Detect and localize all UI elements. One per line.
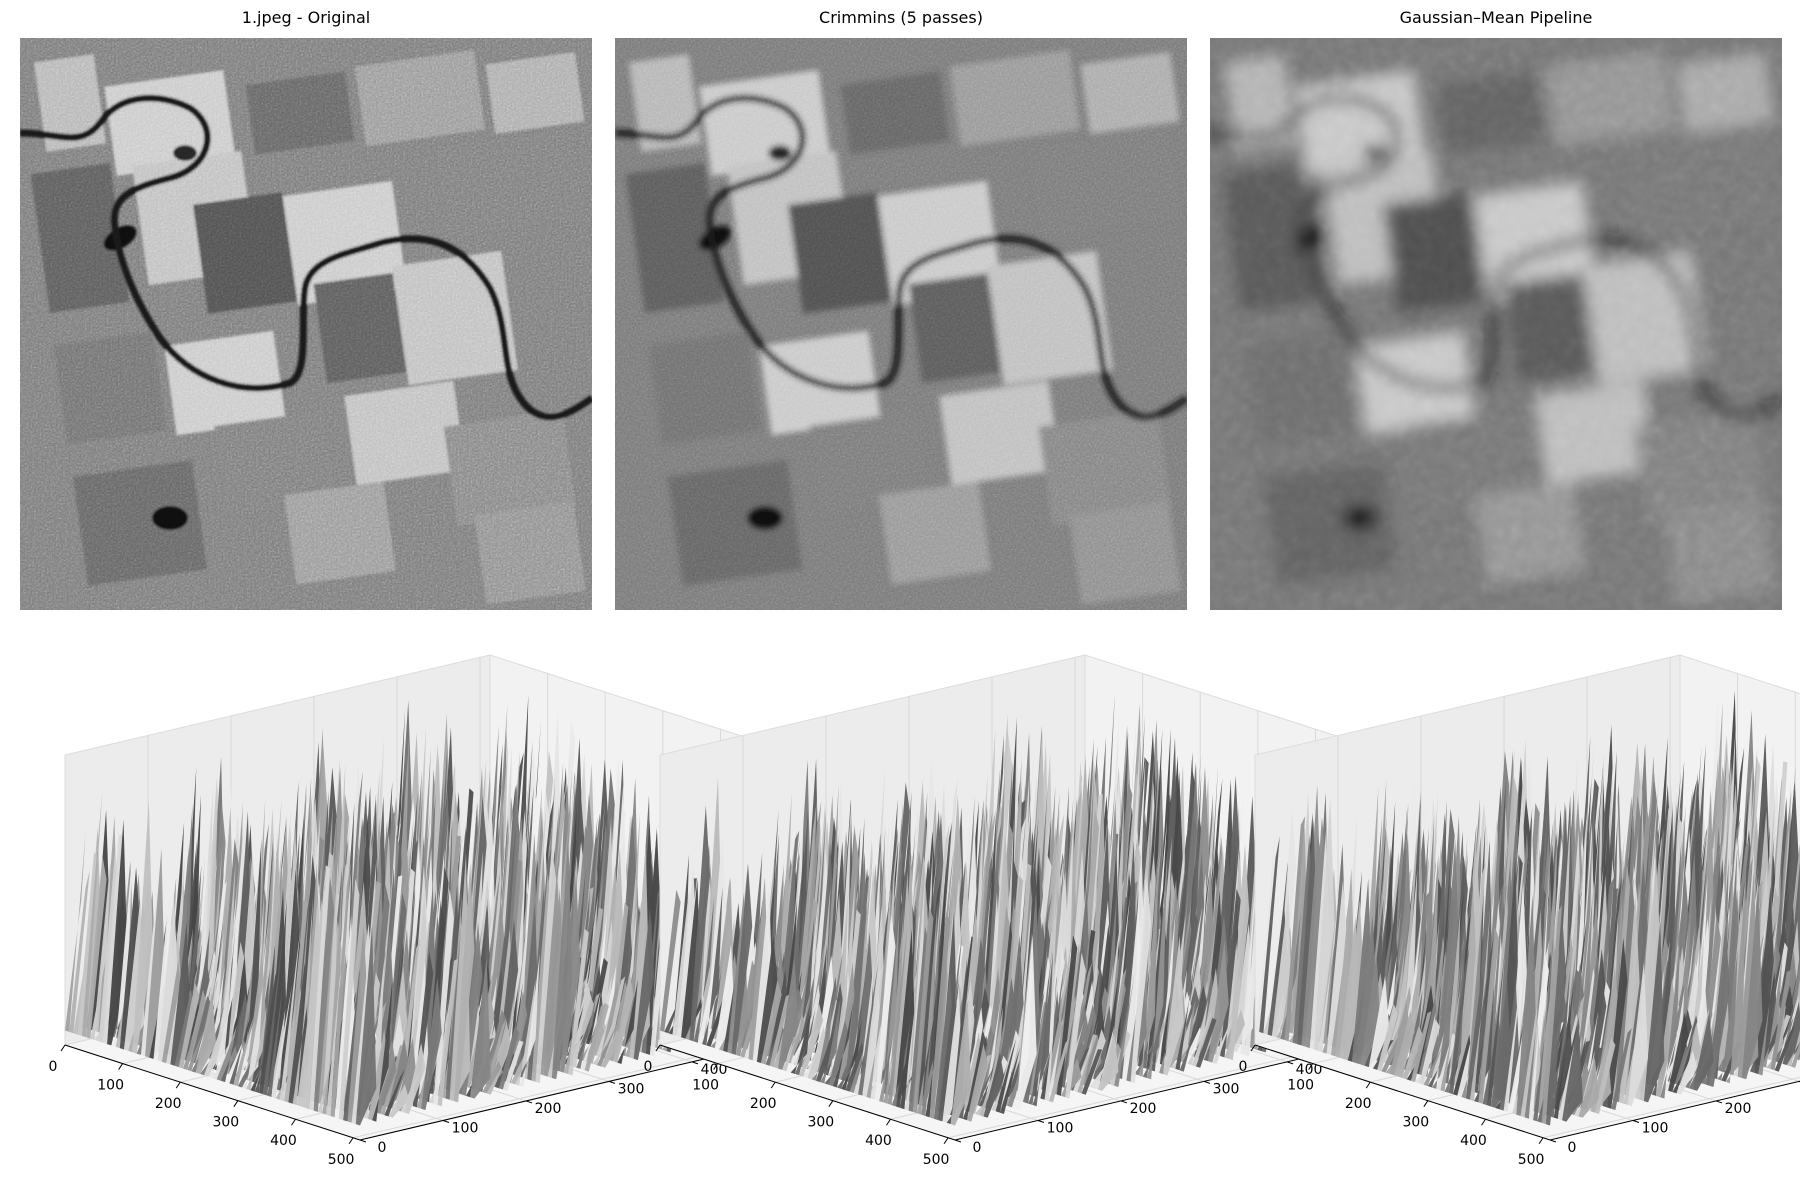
x-tick-label: 0 [644,1059,653,1075]
image-panel-gaussian [1210,38,1782,610]
x-tick-label: 400 [865,1133,892,1149]
y-tick-label: 400 [1296,1062,1323,1078]
y-tick-label: 400 [701,1062,728,1078]
x-tick-label: 300 [1402,1115,1429,1131]
y-tick-label: 200 [535,1101,562,1117]
x-tick-label: 200 [1345,1096,1372,1112]
x-tick-label: 300 [212,1115,239,1131]
panel-title-gaussian: Gaussian–Mean Pipeline [1399,8,1593,27]
y-tick-label: 0 [378,1140,387,1156]
surface-plot-gaussian: 0100200300400500010020030040050050751001… [1210,650,1800,1190]
x-tick-label: 200 [750,1096,777,1112]
x-tick-label: 400 [1460,1133,1487,1149]
y-tick-label: 100 [452,1120,479,1136]
x-tick-label: 500 [923,1152,950,1168]
surface-plot-crimmins: 0100200300400500010020030040050050100150… [615,650,1421,1190]
y-tick-label: 100 [1047,1120,1074,1136]
panel-title-crimmins: Crimmins (5 passes) [819,8,983,27]
x-tick-label: 500 [1518,1152,1545,1168]
x-tick-label: 0 [49,1059,58,1075]
y-tick-label: 300 [1213,1081,1240,1097]
x-tick-label: 100 [692,1078,719,1094]
y-tick-label: 0 [1568,1140,1577,1156]
x-tick-label: 300 [807,1115,834,1131]
y-tick-label: 0 [973,1140,982,1156]
x-tick-label: 100 [1287,1078,1314,1094]
y-tick-label: 100 [1642,1120,1669,1136]
image-panel-crimmins [615,38,1187,610]
surface-plot-original: 0100200300400500010020030040050005010015… [20,650,826,1190]
x-tick-label: 400 [270,1133,297,1149]
y-tick-label: 200 [1130,1101,1157,1117]
x-tick-label: 100 [97,1078,124,1094]
image-panel-original [20,38,592,610]
panel-title-original: 1.jpeg - Original [241,8,371,27]
y-tick-label: 300 [618,1081,645,1097]
y-tick-label: 200 [1725,1101,1752,1117]
x-tick-label: 0 [1239,1059,1248,1075]
x-tick-label: 500 [328,1152,355,1168]
x-tick-label: 200 [155,1096,182,1112]
